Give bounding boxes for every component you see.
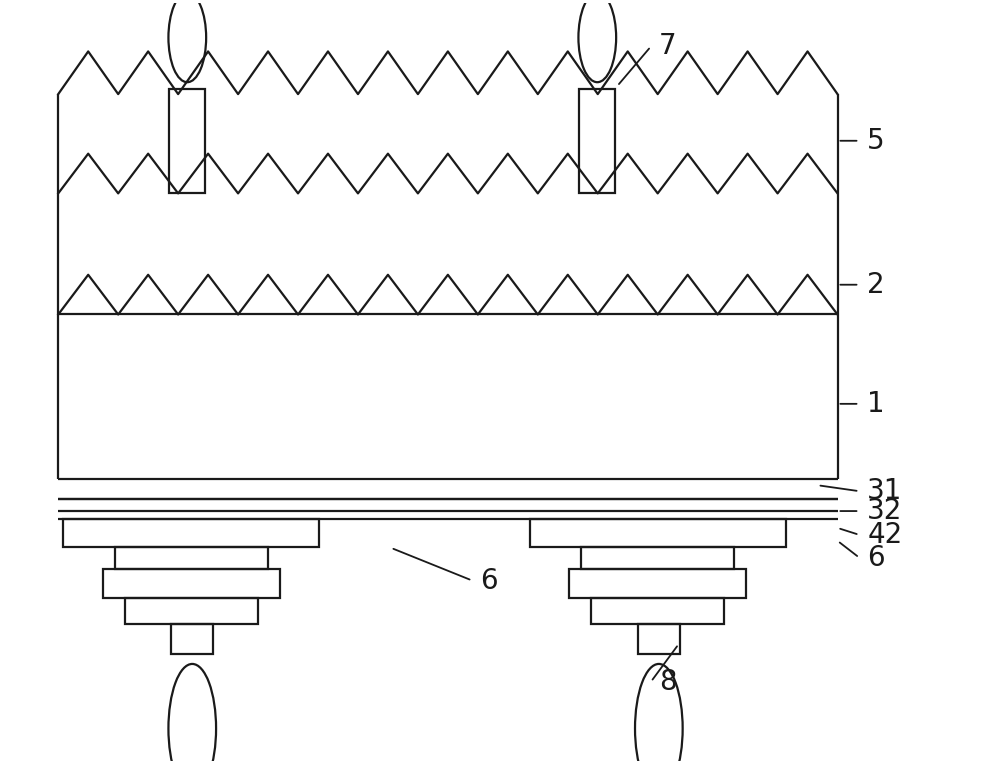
Text: 5: 5 [867, 127, 885, 155]
Bar [171, 624, 213, 654]
Bar [169, 89, 205, 193]
Bar [530, 519, 786, 547]
Text: 8: 8 [659, 668, 676, 696]
Text: 1: 1 [867, 390, 885, 418]
Text: 6: 6 [480, 567, 498, 594]
Bar [63, 519, 319, 547]
Text: 32: 32 [867, 497, 903, 525]
Text: 6: 6 [867, 544, 885, 571]
Text: 31: 31 [867, 478, 903, 505]
Bar [579, 89, 615, 193]
Bar [569, 568, 746, 598]
Text: 2: 2 [867, 270, 885, 299]
Bar [638, 624, 680, 654]
Bar [591, 598, 724, 624]
Bar [115, 547, 268, 568]
Bar [125, 598, 258, 624]
Text: 42: 42 [867, 521, 903, 549]
Bar [581, 547, 734, 568]
Text: 7: 7 [659, 32, 676, 60]
Bar [103, 568, 280, 598]
